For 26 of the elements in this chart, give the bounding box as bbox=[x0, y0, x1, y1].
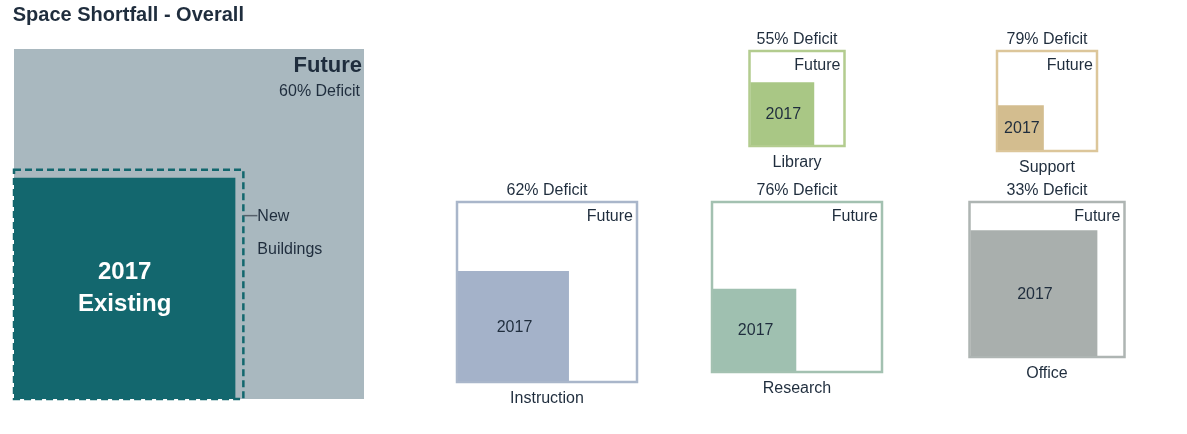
data-label: 60% Deficit bbox=[279, 82, 361, 99]
text: Office bbox=[1026, 364, 1068, 381]
text: Future bbox=[586, 207, 634, 224]
text: New Buildings bbox=[257, 206, 323, 257]
text: 2017 bbox=[765, 105, 802, 123]
text: 2017 bbox=[496, 317, 533, 335]
text: 2017 bbox=[97, 257, 152, 285]
text: 2017 bbox=[1017, 284, 1053, 302]
text: Research bbox=[762, 379, 832, 396]
data-label: 62% Deficit bbox=[506, 181, 589, 198]
text: Future bbox=[1074, 207, 1121, 224]
text: 2017 bbox=[737, 321, 774, 339]
text: Future bbox=[831, 207, 879, 224]
text: Instruction bbox=[510, 389, 584, 406]
text: Support bbox=[1018, 158, 1076, 175]
text: Future bbox=[794, 56, 841, 73]
data-label: 79% Deficit bbox=[1006, 30, 1089, 47]
text: Future bbox=[1046, 56, 1094, 73]
data-label: 76% Deficit bbox=[756, 181, 839, 198]
data-label: 55% Deficit bbox=[756, 30, 839, 47]
text: Space Shortfall - Overall bbox=[12, 3, 244, 25]
data-label: 33% Deficit bbox=[1006, 181, 1089, 198]
text: 2017 bbox=[1004, 119, 1040, 137]
text: Future bbox=[293, 52, 362, 77]
text: Library bbox=[772, 153, 822, 170]
text: Existing bbox=[78, 289, 172, 317]
